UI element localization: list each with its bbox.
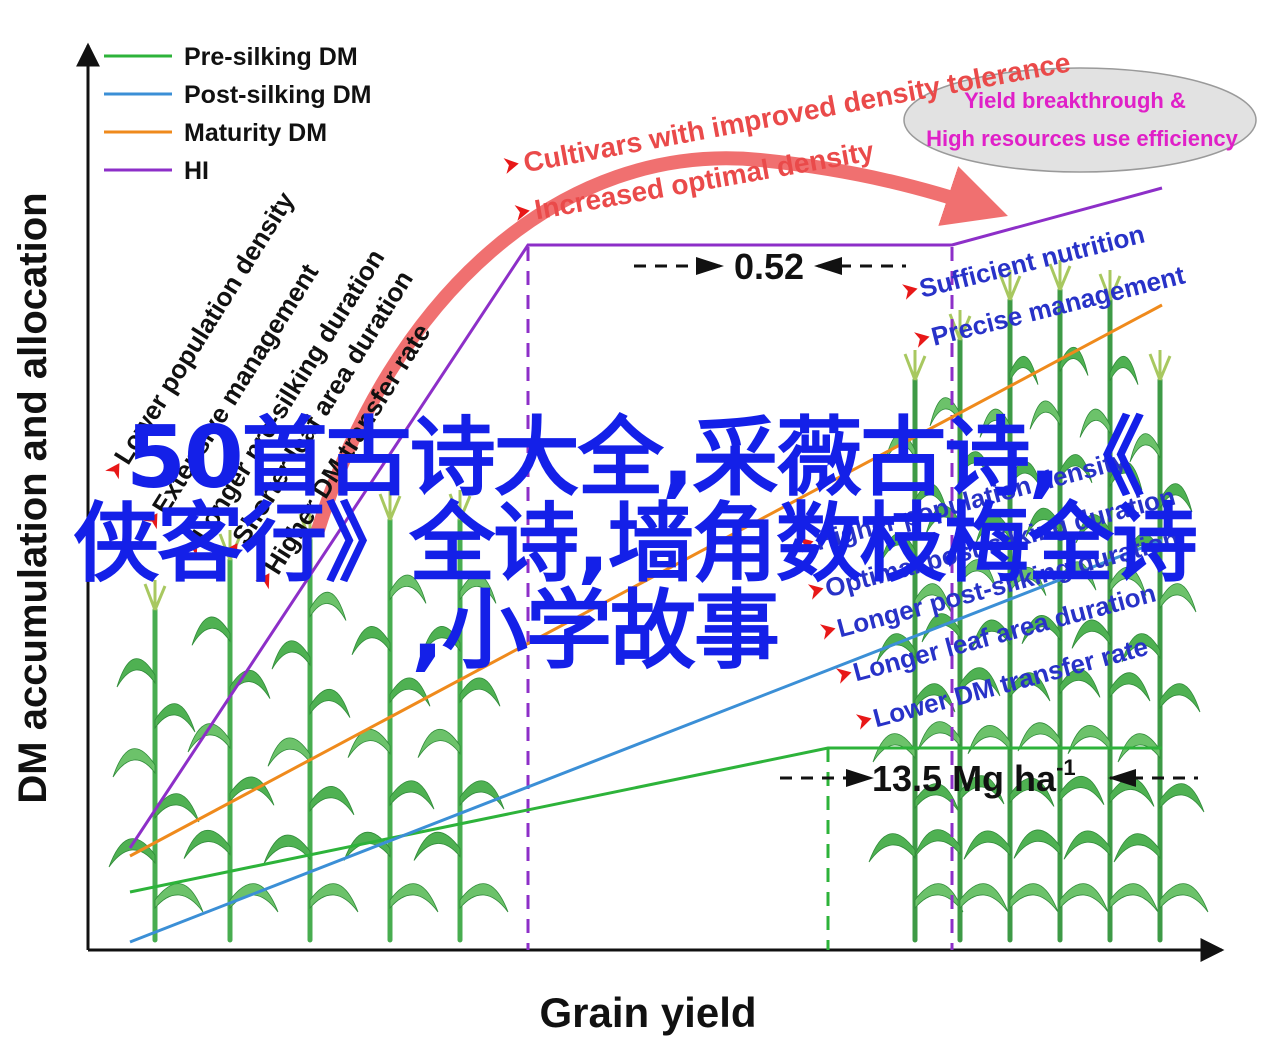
bullet-icon — [855, 710, 874, 730]
bullet-icon — [902, 280, 920, 300]
corn-plant — [413, 490, 509, 943]
legend-label: Maturity DM — [184, 119, 327, 147]
series-hi — [128, 186, 1163, 849]
legend-item: Pre-silking DM — [104, 43, 358, 71]
corn-plant — [868, 350, 964, 943]
yield-measure: 13.5 Mg ha-1 — [780, 755, 1198, 799]
yield-value: 13.5 Mg ha-1 — [872, 755, 1076, 799]
legend-label: Pre-silking DM — [184, 43, 358, 71]
corn-plant — [1113, 350, 1209, 943]
x-axis-label: Grain yield — [539, 989, 756, 1036]
legend-item: HI — [104, 157, 209, 185]
overlay-title-line-1: 50首古诗大全,采薇古诗,《 — [125, 408, 1145, 508]
legend: Pre-silking DM Post-silking DM Maturity DM… — [104, 43, 372, 185]
legend-item: Maturity DM — [104, 119, 327, 147]
corn-plants — [108, 260, 1209, 943]
red-curved-arrow — [311, 151, 1008, 537]
dashed-guides — [526, 247, 954, 950]
series-post-silking-dm — [129, 538, 1163, 944]
yield-exponent: -1 — [1056, 755, 1076, 780]
series-maturity-dm — [129, 303, 1163, 858]
breakthrough-ellipse: Yield breakthrough & High resources use … — [903, 67, 1257, 173]
corn-plant — [183, 530, 279, 943]
hi-gap-measure: 0.52 — [634, 246, 906, 287]
legend-label: Post-silking DM — [184, 81, 372, 109]
hi-gap-value: 0.52 — [734, 246, 804, 287]
series-lines — [128, 186, 1163, 944]
y-axis-label: DM accumulation and allocation — [11, 192, 55, 803]
overlay-title-line-2: 侠客行》全诗,墙角数枝梅全诗 — [73, 494, 1198, 594]
corn-plant — [108, 580, 204, 943]
axes — [76, 42, 1225, 962]
legend-item: Post-silking DM — [104, 81, 372, 109]
legend-label: HI — [184, 157, 209, 185]
overlay-title-line-3: ,小学故事 — [411, 581, 780, 681]
corn-plant — [963, 270, 1059, 943]
corn-plant — [1063, 270, 1159, 943]
series-pre-silking-dm — [129, 746, 1162, 894]
ellipse-line-1: Yield breakthrough & — [964, 88, 1186, 113]
bullet-icon — [914, 328, 932, 348]
ellipse-line-2: High resources use efficiency — [926, 126, 1239, 151]
